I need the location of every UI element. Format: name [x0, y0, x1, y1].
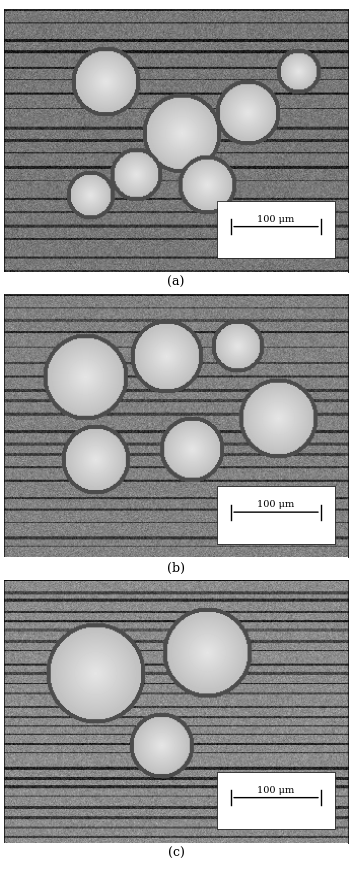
Text: (b): (b): [167, 562, 185, 575]
Text: 100 μm: 100 μm: [257, 215, 295, 224]
Text: 100 μm: 100 μm: [257, 786, 295, 794]
Text: (a): (a): [167, 276, 185, 289]
FancyBboxPatch shape: [218, 201, 335, 259]
FancyBboxPatch shape: [218, 772, 335, 829]
Text: (c): (c): [168, 848, 184, 860]
FancyBboxPatch shape: [218, 486, 335, 544]
Text: 100 μm: 100 μm: [257, 500, 295, 510]
